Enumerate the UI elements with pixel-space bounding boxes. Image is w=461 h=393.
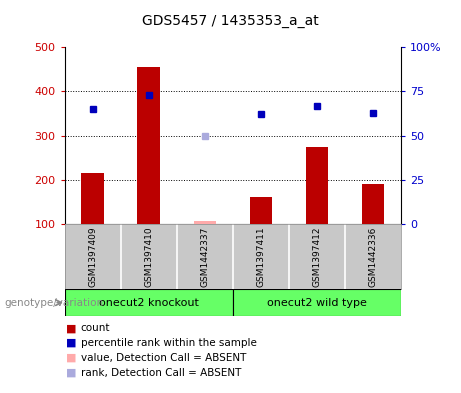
Bar [362, 184, 384, 224]
Bar [306, 147, 328, 224]
Bar [137, 67, 160, 224]
Text: onecut2 knockout: onecut2 knockout [99, 298, 199, 308]
Text: count: count [81, 323, 110, 333]
Text: ■: ■ [66, 338, 77, 348]
Bar [65, 289, 233, 316]
Text: onecut2 wild type: onecut2 wild type [267, 298, 367, 308]
Text: ■: ■ [66, 323, 77, 333]
Text: GSM1397409: GSM1397409 [88, 226, 97, 287]
Text: percentile rank within the sample: percentile rank within the sample [81, 338, 257, 348]
Text: GSM1397410: GSM1397410 [144, 226, 153, 287]
Text: genotype/variation: genotype/variation [5, 298, 104, 308]
Text: rank, Detection Call = ABSENT: rank, Detection Call = ABSENT [81, 368, 241, 378]
Bar [194, 221, 216, 224]
Text: ■: ■ [66, 353, 77, 363]
Text: GSM1397412: GSM1397412 [313, 226, 321, 286]
Text: ■: ■ [66, 368, 77, 378]
Bar [233, 289, 401, 316]
Text: value, Detection Call = ABSENT: value, Detection Call = ABSENT [81, 353, 246, 363]
Text: GDS5457 / 1435353_a_at: GDS5457 / 1435353_a_at [142, 14, 319, 28]
Bar [250, 196, 272, 224]
Text: GSM1442337: GSM1442337 [200, 226, 209, 286]
Text: GSM1397411: GSM1397411 [256, 226, 266, 287]
Text: GSM1442336: GSM1442336 [368, 226, 378, 286]
Bar [82, 173, 104, 224]
